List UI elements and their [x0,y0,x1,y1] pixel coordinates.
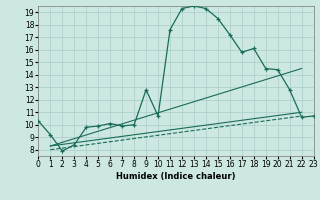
X-axis label: Humidex (Indice chaleur): Humidex (Indice chaleur) [116,172,236,181]
